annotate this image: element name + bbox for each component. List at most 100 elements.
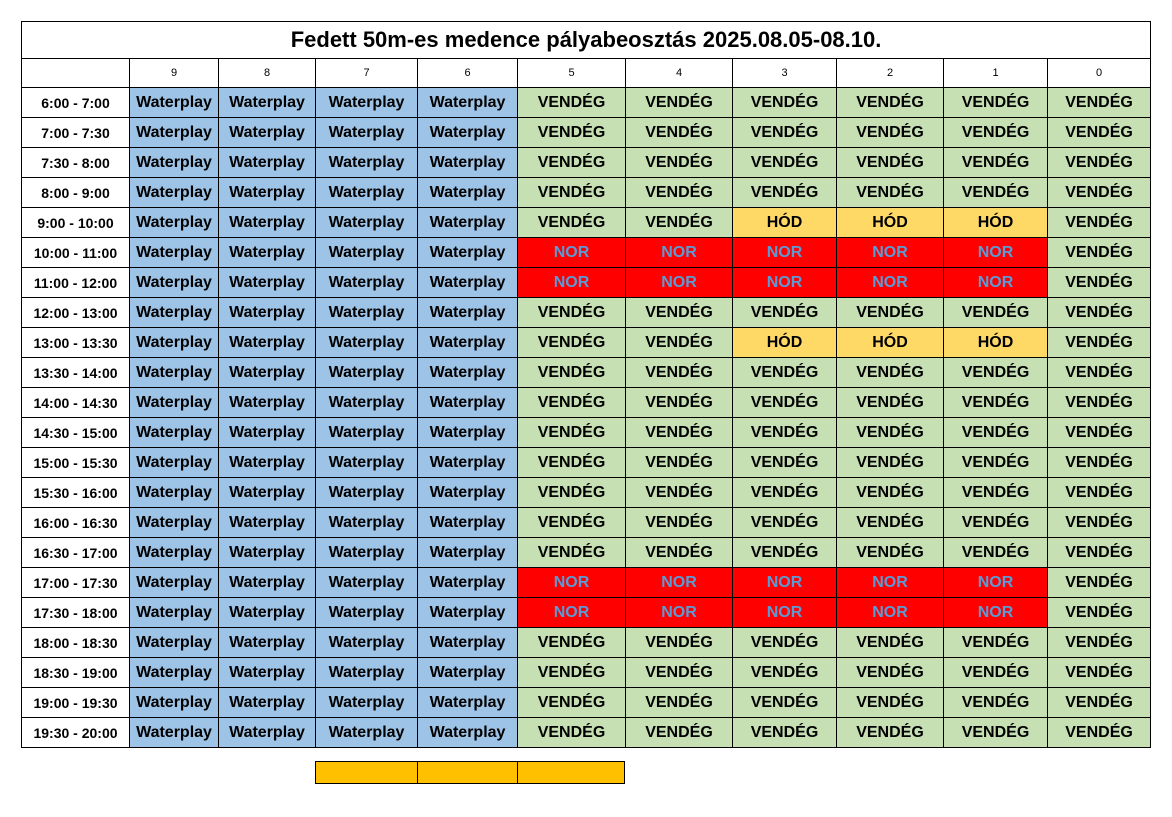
lane-assignment-cell[interactable]: Waterplay — [417, 237, 518, 268]
time-slot-label[interactable]: 6:00 - 7:00 — [21, 87, 130, 118]
time-slot-label[interactable]: 7:30 - 8:00 — [21, 147, 130, 178]
lane-assignment-cell[interactable]: VENDÉG — [1046, 117, 1152, 148]
lane-assignment-cell[interactable]: VENDÉG — [517, 417, 626, 448]
lane-assignment-cell[interactable]: VENDÉG — [943, 387, 1048, 418]
lane-assignment-cell[interactable]: VENDÉG — [1046, 267, 1152, 298]
lane-assignment-cell[interactable]: Waterplay — [218, 327, 316, 358]
lane-assignment-cell[interactable]: VENDÉG — [517, 627, 626, 658]
lane-assignment-cell[interactable]: VENDÉG — [625, 177, 733, 208]
lane-assignment-cell[interactable]: VENDÉG — [732, 477, 837, 508]
lane-assignment-cell[interactable]: VENDÉG — [517, 87, 626, 118]
lane-assignment-cell[interactable]: VENDÉG — [517, 357, 626, 388]
lane-assignment-cell[interactable]: VENDÉG — [1046, 147, 1152, 178]
lane-header-4[interactable]: 4 — [625, 58, 733, 88]
lane-assignment-cell[interactable]: HÓD — [943, 207, 1048, 238]
lane-assignment-cell[interactable]: NOR — [732, 567, 837, 598]
lane-assignment-cell[interactable]: Waterplay — [218, 687, 316, 718]
lane-assignment-cell[interactable]: VENDÉG — [943, 627, 1048, 658]
lane-assignment-cell[interactable]: Waterplay — [129, 387, 219, 418]
lane-assignment-cell[interactable]: VENDÉG — [943, 477, 1048, 508]
lane-assignment-cell[interactable]: Waterplay — [417, 117, 518, 148]
lane-assignment-cell[interactable]: VENDÉG — [732, 657, 837, 688]
time-slot-label[interactable]: 9:00 - 10:00 — [21, 207, 130, 238]
lane-assignment-cell[interactable]: VENDÉG — [517, 687, 626, 718]
lane-assignment-cell[interactable]: Waterplay — [417, 147, 518, 178]
lane-assignment-cell[interactable]: VENDÉG — [517, 447, 626, 478]
lane-assignment-cell[interactable]: Waterplay — [129, 597, 219, 628]
lane-assignment-cell[interactable]: Waterplay — [218, 657, 316, 688]
lane-assignment-cell[interactable]: VENDÉG — [625, 297, 733, 328]
footer-orange-cell[interactable] — [417, 761, 518, 784]
lane-assignment-cell[interactable]: Waterplay — [218, 207, 316, 238]
lane-assignment-cell[interactable]: Waterplay — [218, 147, 316, 178]
lane-assignment-cell[interactable]: VENDÉG — [836, 477, 944, 508]
lane-assignment-cell[interactable]: VENDÉG — [1046, 567, 1152, 598]
lane-assignment-cell[interactable]: Waterplay — [417, 627, 518, 658]
lane-assignment-cell[interactable]: VENDÉG — [625, 207, 733, 238]
lane-assignment-cell[interactable]: VENDÉG — [625, 687, 733, 718]
lane-assignment-cell[interactable]: VENDÉG — [517, 657, 626, 688]
lane-assignment-cell[interactable]: VENDÉG — [625, 657, 733, 688]
lane-assignment-cell[interactable]: Waterplay — [417, 87, 518, 118]
lane-assignment-cell[interactable]: VENDÉG — [732, 537, 837, 568]
lane-assignment-cell[interactable]: NOR — [943, 567, 1048, 598]
lane-assignment-cell[interactable]: Waterplay — [315, 567, 418, 598]
lane-assignment-cell[interactable]: VENDÉG — [1046, 477, 1152, 508]
lane-assignment-cell[interactable]: VENDÉG — [836, 417, 944, 448]
lane-assignment-cell[interactable]: VENDÉG — [1046, 237, 1152, 268]
lane-assignment-cell[interactable]: Waterplay — [218, 177, 316, 208]
lane-assignment-cell[interactable]: VENDÉG — [625, 117, 733, 148]
lane-assignment-cell[interactable]: Waterplay — [315, 327, 418, 358]
lane-assignment-cell[interactable]: VENDÉG — [625, 717, 733, 748]
lane-assignment-cell[interactable]: VENDÉG — [517, 297, 626, 328]
lane-header-9[interactable]: 9 — [129, 58, 219, 88]
lane-assignment-cell[interactable]: Waterplay — [417, 207, 518, 238]
time-slot-label[interactable]: 15:30 - 16:00 — [21, 477, 130, 508]
lane-assignment-cell[interactable]: Waterplay — [315, 357, 418, 388]
lane-assignment-cell[interactable]: VENDÉG — [732, 387, 837, 418]
lane-assignment-cell[interactable]: Waterplay — [315, 687, 418, 718]
lane-assignment-cell[interactable]: VENDÉG — [836, 117, 944, 148]
lane-assignment-cell[interactable]: VENDÉG — [625, 627, 733, 658]
lane-assignment-cell[interactable]: Waterplay — [315, 87, 418, 118]
lane-assignment-cell[interactable]: HÓD — [836, 207, 944, 238]
lane-assignment-cell[interactable]: Waterplay — [315, 657, 418, 688]
lane-assignment-cell[interactable]: VENDÉG — [732, 717, 837, 748]
time-slot-label[interactable]: 14:00 - 14:30 — [21, 387, 130, 418]
lane-assignment-cell[interactable]: NOR — [517, 597, 626, 628]
lane-assignment-cell[interactable]: Waterplay — [417, 267, 518, 298]
lane-assignment-cell[interactable]: Waterplay — [417, 657, 518, 688]
lane-assignment-cell[interactable]: Waterplay — [417, 357, 518, 388]
lane-assignment-cell[interactable]: Waterplay — [129, 87, 219, 118]
lane-assignment-cell[interactable]: Waterplay — [129, 507, 219, 538]
time-slot-label[interactable]: 13:00 - 13:30 — [21, 327, 130, 358]
lane-assignment-cell[interactable]: Waterplay — [129, 567, 219, 598]
lane-assignment-cell[interactable]: VENDÉG — [517, 327, 626, 358]
time-slot-label[interactable]: 16:30 - 17:00 — [21, 537, 130, 568]
lane-assignment-cell[interactable]: Waterplay — [315, 597, 418, 628]
lane-header-6[interactable]: 6 — [417, 58, 518, 88]
lane-assignment-cell[interactable]: VENDÉG — [943, 717, 1048, 748]
lane-assignment-cell[interactable]: Waterplay — [129, 537, 219, 568]
time-slot-label[interactable]: 12:00 - 13:00 — [21, 297, 130, 328]
lane-assignment-cell[interactable]: Waterplay — [129, 657, 219, 688]
lane-assignment-cell[interactable]: VENDÉG — [732, 87, 837, 118]
lane-assignment-cell[interactable]: NOR — [943, 237, 1048, 268]
time-slot-label[interactable]: 7:00 - 7:30 — [21, 117, 130, 148]
lane-assignment-cell[interactable]: Waterplay — [129, 687, 219, 718]
lane-assignment-cell[interactable]: Waterplay — [417, 447, 518, 478]
lane-assignment-cell[interactable]: Waterplay — [417, 567, 518, 598]
lane-assignment-cell[interactable]: VENDÉG — [732, 297, 837, 328]
lane-assignment-cell[interactable]: Waterplay — [417, 477, 518, 508]
lane-assignment-cell[interactable]: Waterplay — [417, 597, 518, 628]
lane-assignment-cell[interactable]: NOR — [943, 597, 1048, 628]
lane-assignment-cell[interactable]: Waterplay — [129, 357, 219, 388]
lane-assignment-cell[interactable]: Waterplay — [129, 177, 219, 208]
lane-assignment-cell[interactable]: Waterplay — [417, 327, 518, 358]
lane-assignment-cell[interactable]: Waterplay — [315, 147, 418, 178]
lane-assignment-cell[interactable]: Waterplay — [218, 627, 316, 658]
lane-assignment-cell[interactable]: Waterplay — [417, 537, 518, 568]
lane-assignment-cell[interactable]: VENDÉG — [836, 147, 944, 178]
lane-assignment-cell[interactable]: HÓD — [943, 327, 1048, 358]
lane-assignment-cell[interactable]: Waterplay — [417, 687, 518, 718]
